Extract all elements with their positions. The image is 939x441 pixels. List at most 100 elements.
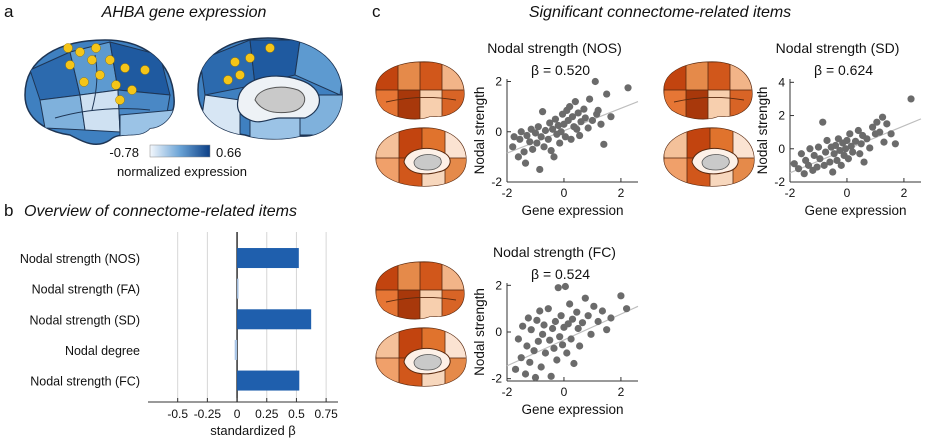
data-point	[598, 307, 607, 315]
data-point	[854, 126, 862, 135]
data-point	[527, 326, 535, 334]
orange-brains-sd	[663, 61, 755, 187]
x-tick-label: 0.25	[255, 407, 279, 421]
data-point	[819, 118, 827, 126]
orange-lateral-brain	[375, 261, 465, 320]
data-point	[816, 155, 824, 163]
data-point	[797, 150, 805, 158]
data-point	[594, 317, 602, 326]
data-point	[521, 159, 530, 167]
panel-a-title: AHBA gene expression	[101, 4, 267, 21]
data-point	[846, 130, 854, 138]
data-point	[851, 137, 860, 145]
data-point	[561, 133, 569, 141]
data-point	[814, 143, 823, 151]
lateral-brain-blue	[24, 39, 175, 145]
x-tick-label: 2	[618, 186, 625, 200]
data-point	[790, 160, 798, 168]
data-point	[531, 129, 540, 137]
data-point	[523, 342, 531, 350]
x-tick-label: 2	[901, 186, 908, 200]
orange-lateral-brain	[375, 61, 465, 120]
panel-c: c Significant connectome-related items N…	[372, 2, 922, 417]
data-point	[511, 365, 520, 373]
data-point	[594, 106, 602, 115]
x-axis-label: Gene expression	[521, 203, 623, 218]
bar	[237, 278, 239, 299]
x-axis-label: Gene expression	[521, 402, 623, 417]
orange-medial-brain	[375, 327, 467, 387]
y-tick-label: -2	[774, 175, 785, 189]
data-point	[566, 103, 574, 111]
data-point	[534, 337, 542, 345]
x-axis-label: standardized β	[210, 423, 296, 438]
data-point	[517, 354, 525, 362]
data-point	[806, 145, 814, 153]
orange-medial-brain	[375, 127, 467, 187]
data-point	[567, 135, 575, 143]
data-point	[856, 150, 864, 158]
data-point	[891, 140, 899, 148]
data-point	[810, 151, 818, 160]
data-point	[537, 363, 545, 371]
data-point	[584, 124, 592, 132]
data-point	[836, 146, 844, 155]
orange-lateral-brain	[663, 61, 753, 120]
data-point	[557, 312, 565, 320]
data-point	[603, 90, 611, 98]
medial-brain-blue	[197, 37, 343, 140]
data-point	[558, 341, 567, 349]
x-tick-label: 0	[561, 385, 568, 399]
data-point	[581, 294, 589, 302]
data-point	[524, 314, 532, 322]
orange-brains-nos	[375, 61, 467, 187]
x-tick-label: -0.5	[167, 407, 188, 421]
data-point	[536, 165, 544, 174]
orange-brains-fc	[375, 261, 467, 387]
data-point	[576, 342, 584, 350]
data-point	[546, 119, 554, 127]
beta-annotation: β = 0.524	[531, 266, 590, 282]
data-point	[538, 330, 547, 338]
data-point	[566, 300, 574, 308]
data-point	[538, 108, 547, 116]
x-tick-label: 2	[618, 385, 625, 399]
y-tick-label: 0	[495, 125, 502, 139]
y-tick-label: -2	[491, 372, 502, 386]
data-point	[510, 133, 518, 141]
data-point	[526, 358, 534, 366]
data-point	[541, 126, 550, 135]
data-point	[600, 140, 608, 148]
data-point	[623, 305, 631, 313]
y-axis-label: Nodal strength	[472, 87, 487, 175]
x-tick-label: 0.5	[288, 407, 305, 421]
data-point	[548, 125, 557, 133]
data-point	[576, 131, 584, 140]
bar-category-label: Nodal strength (FC)	[30, 375, 140, 389]
data-point	[829, 168, 837, 176]
bar	[237, 370, 300, 391]
data-point	[550, 344, 558, 352]
fit-line	[789, 118, 922, 174]
data-point	[843, 136, 851, 145]
x-tick-label: 0	[844, 186, 851, 200]
data-point	[541, 349, 550, 357]
data-point	[591, 77, 599, 86]
data-point	[564, 320, 572, 328]
y-tick-label: 2	[495, 75, 502, 89]
scatter-title: Nodal strength (SD)	[776, 40, 900, 56]
data-point	[568, 315, 577, 323]
data-point	[624, 84, 632, 92]
data-point	[514, 153, 522, 161]
y-axis-label: Nodal strength	[755, 87, 770, 175]
bar	[237, 248, 299, 269]
data-point	[530, 347, 538, 355]
data-point	[866, 144, 874, 152]
data-point	[813, 163, 821, 171]
data-point	[553, 356, 561, 364]
data-point	[883, 120, 891, 128]
data-point	[550, 153, 558, 161]
data-point	[820, 161, 828, 169]
data-point	[603, 326, 611, 334]
